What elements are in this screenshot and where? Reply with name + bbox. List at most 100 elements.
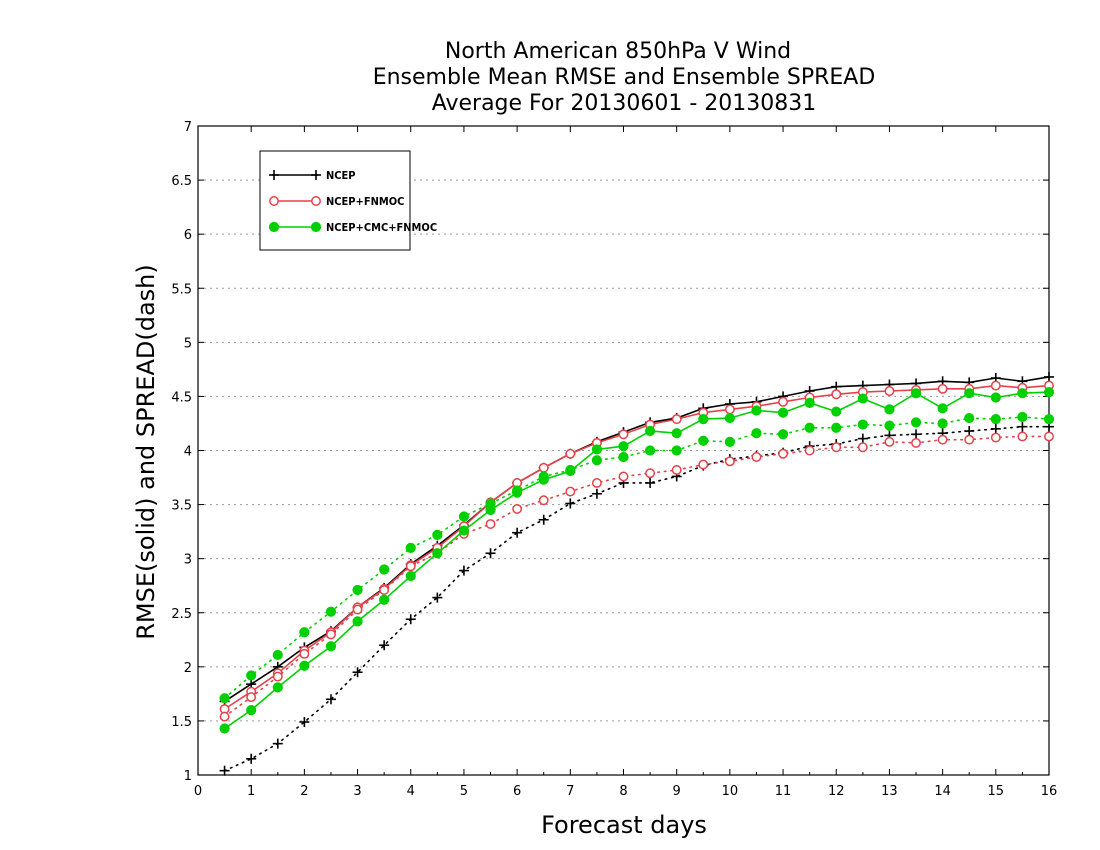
series-ncep-fnmoc-rmse [219, 380, 1054, 714]
y-tick-label: 3 [184, 553, 192, 568]
data-point [884, 420, 895, 431]
data-point [618, 451, 629, 463]
data-point [1017, 388, 1028, 399]
data-point [485, 548, 496, 559]
data-point [857, 442, 868, 453]
data-point [272, 649, 283, 661]
data-point [724, 412, 735, 424]
data-point [751, 428, 762, 439]
legend-item: NCEP+CMC+FNMOC [268, 221, 437, 234]
y-tick-label: 1.5 [171, 715, 192, 730]
data-point [724, 456, 735, 467]
data-point [671, 414, 682, 425]
series-ncep-spread [219, 421, 1054, 776]
y-axis-tick-labels: 1 1.5 2 2.5 3 3.5 4 4.5 5 5.5 6 6.5 7 [171, 120, 192, 784]
data-point [352, 616, 363, 627]
data-point [272, 682, 283, 693]
data-point [698, 435, 709, 446]
data-point [379, 585, 390, 595]
data-point [538, 462, 549, 473]
x-tick-label: 13 [881, 784, 898, 799]
data-point [219, 711, 230, 722]
data-point [964, 434, 975, 445]
data-point [857, 433, 868, 444]
y-tick-label: 2.5 [171, 607, 192, 622]
data-point [405, 542, 416, 553]
legend-label: NCEP+CMC+FNMOC [326, 221, 437, 234]
y-tick-label: 6.5 [171, 174, 192, 189]
data-point [246, 753, 257, 764]
data-point [751, 452, 762, 462]
legend-marker [268, 221, 280, 233]
data-point [458, 511, 470, 522]
series-ncep-cmc-fnmoc-spread [219, 411, 1055, 704]
x-tick-label: 2 [300, 784, 308, 799]
x-tick-label: 12 [828, 784, 845, 799]
data-point [964, 388, 975, 399]
data-point [326, 629, 336, 640]
x-tick-label: 6 [513, 784, 521, 799]
data-point [804, 422, 815, 433]
x-tick-label: 10 [722, 784, 739, 799]
data-point [432, 529, 443, 540]
data-point [565, 498, 576, 509]
data-point [751, 405, 762, 416]
data-point [485, 519, 496, 530]
data-point [911, 437, 921, 448]
x-tick-label: 4 [407, 784, 415, 799]
data-point [591, 455, 603, 466]
data-point [432, 548, 443, 559]
data-point [352, 604, 363, 615]
data-point [777, 429, 789, 440]
x-tick-label: 8 [619, 784, 627, 799]
data-point [1043, 414, 1055, 425]
x-tick-label: 15 [988, 784, 1005, 799]
data-point [671, 428, 682, 439]
data-point [645, 477, 656, 488]
data-point [1017, 431, 1028, 442]
data-point [219, 765, 230, 776]
data-point [618, 429, 629, 440]
x-tick-label: 1 [247, 784, 255, 799]
legend: NCEP NCEP+FNMOC NCEP+CMC+FNMOC [259, 150, 437, 251]
series-line-ncep-spread [223, 425, 1050, 772]
y-tick-label: 5.5 [171, 282, 192, 297]
data-point [512, 503, 523, 514]
data-point [1044, 371, 1054, 382]
data-point [246, 705, 257, 716]
data-point [937, 383, 948, 394]
y-tick-label: 5 [184, 336, 192, 351]
data-point [538, 495, 549, 506]
data-point [644, 425, 656, 437]
data-point [884, 404, 895, 415]
data-point [671, 465, 682, 475]
data-point [512, 485, 523, 496]
series-line-ncep-cmc-fnmoc-spread [223, 416, 1050, 700]
data-point [884, 436, 895, 447]
data-point [538, 471, 549, 482]
data-point [910, 417, 922, 428]
data-point [990, 414, 1001, 425]
data-point [565, 486, 576, 497]
series-line-ncep-cmc-fnmoc-rmse [224, 391, 1050, 730]
data-point [591, 488, 602, 499]
data-point [379, 594, 390, 605]
y-tick-label: 2 [184, 661, 192, 676]
data-point [884, 386, 895, 396]
data-point [299, 648, 310, 659]
y-tick-label: 1 [184, 769, 192, 784]
data-point [937, 418, 948, 429]
data-point [458, 565, 469, 576]
data-point [379, 640, 390, 651]
series-ncep-fnmoc-spread [219, 431, 1054, 722]
data-point [591, 478, 602, 488]
data-point [645, 468, 656, 479]
data-point [591, 444, 603, 455]
data-point [1043, 386, 1055, 398]
legend-marker [311, 170, 321, 180]
data-point [777, 407, 789, 418]
data-point [272, 738, 283, 749]
data-point [990, 423, 1001, 434]
legend-marker [269, 196, 279, 206]
